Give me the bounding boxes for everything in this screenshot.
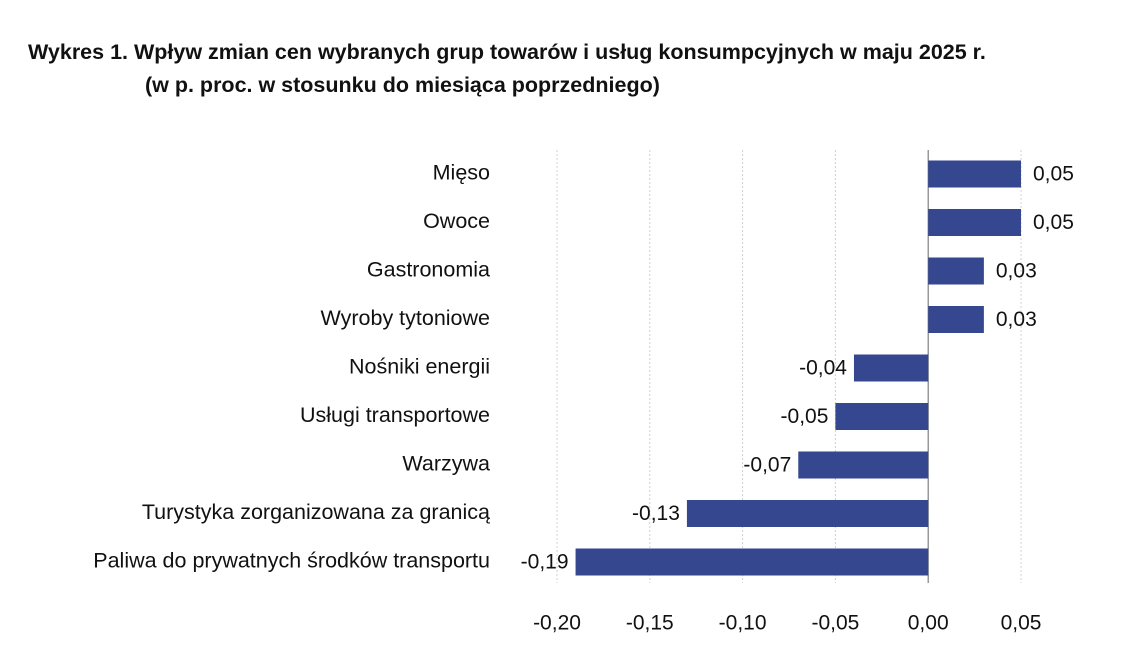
bar [798, 451, 929, 479]
category-label: Warzywa [402, 452, 490, 476]
bar [928, 209, 1021, 236]
bar [928, 160, 1021, 188]
x-tick-label: -0,15 [626, 612, 674, 635]
data-label: -0,05 [781, 405, 829, 428]
x-tick-label: -0,05 [811, 612, 859, 635]
x-tick-label: 0,05 [1001, 612, 1042, 635]
x-tick-label: 0,00 [908, 612, 949, 635]
bar [928, 257, 984, 285]
chart-title-line-1: Wykres 1. Wpływ zmian cen wybranych grup… [28, 40, 986, 64]
bar [835, 403, 929, 430]
category-label: Gastronomia [367, 258, 490, 282]
category-label: Turystyka zorganizowana za granicą [142, 500, 490, 524]
data-label: -0,13 [632, 502, 680, 525]
bar [686, 500, 929, 527]
data-label: 0,05 [1033, 163, 1074, 186]
category-label: Nośniki energii [349, 355, 490, 379]
data-label: -0,07 [743, 454, 791, 477]
x-tick-label: -0,20 [533, 612, 581, 635]
data-label: -0,19 [521, 551, 569, 574]
bar [575, 548, 929, 576]
category-label: Paliwa do prywatnych środków transportu [93, 549, 490, 573]
data-label: 0,05 [1033, 211, 1074, 234]
category-label: Usługi transportowe [300, 403, 490, 427]
data-label: -0,04 [799, 357, 847, 380]
category-label: Wyroby tytoniowe [321, 306, 490, 330]
data-label: 0,03 [996, 260, 1037, 283]
category-label: Owoce [423, 209, 490, 233]
bars [575, 160, 1021, 576]
data-label: 0,03 [996, 308, 1037, 331]
chart-title-line-2: (w p. proc. w stosunku do miesiąca poprz… [145, 73, 660, 97]
category-label: Mięso [433, 161, 490, 185]
bar [928, 306, 984, 333]
x-tick-label: -0,10 [719, 612, 767, 635]
bar [853, 354, 929, 382]
labels: -0,20 -0,15 -0,10 -0,05 0,00 0,05 0,05 Mięso 0,0… [93, 161, 1074, 635]
